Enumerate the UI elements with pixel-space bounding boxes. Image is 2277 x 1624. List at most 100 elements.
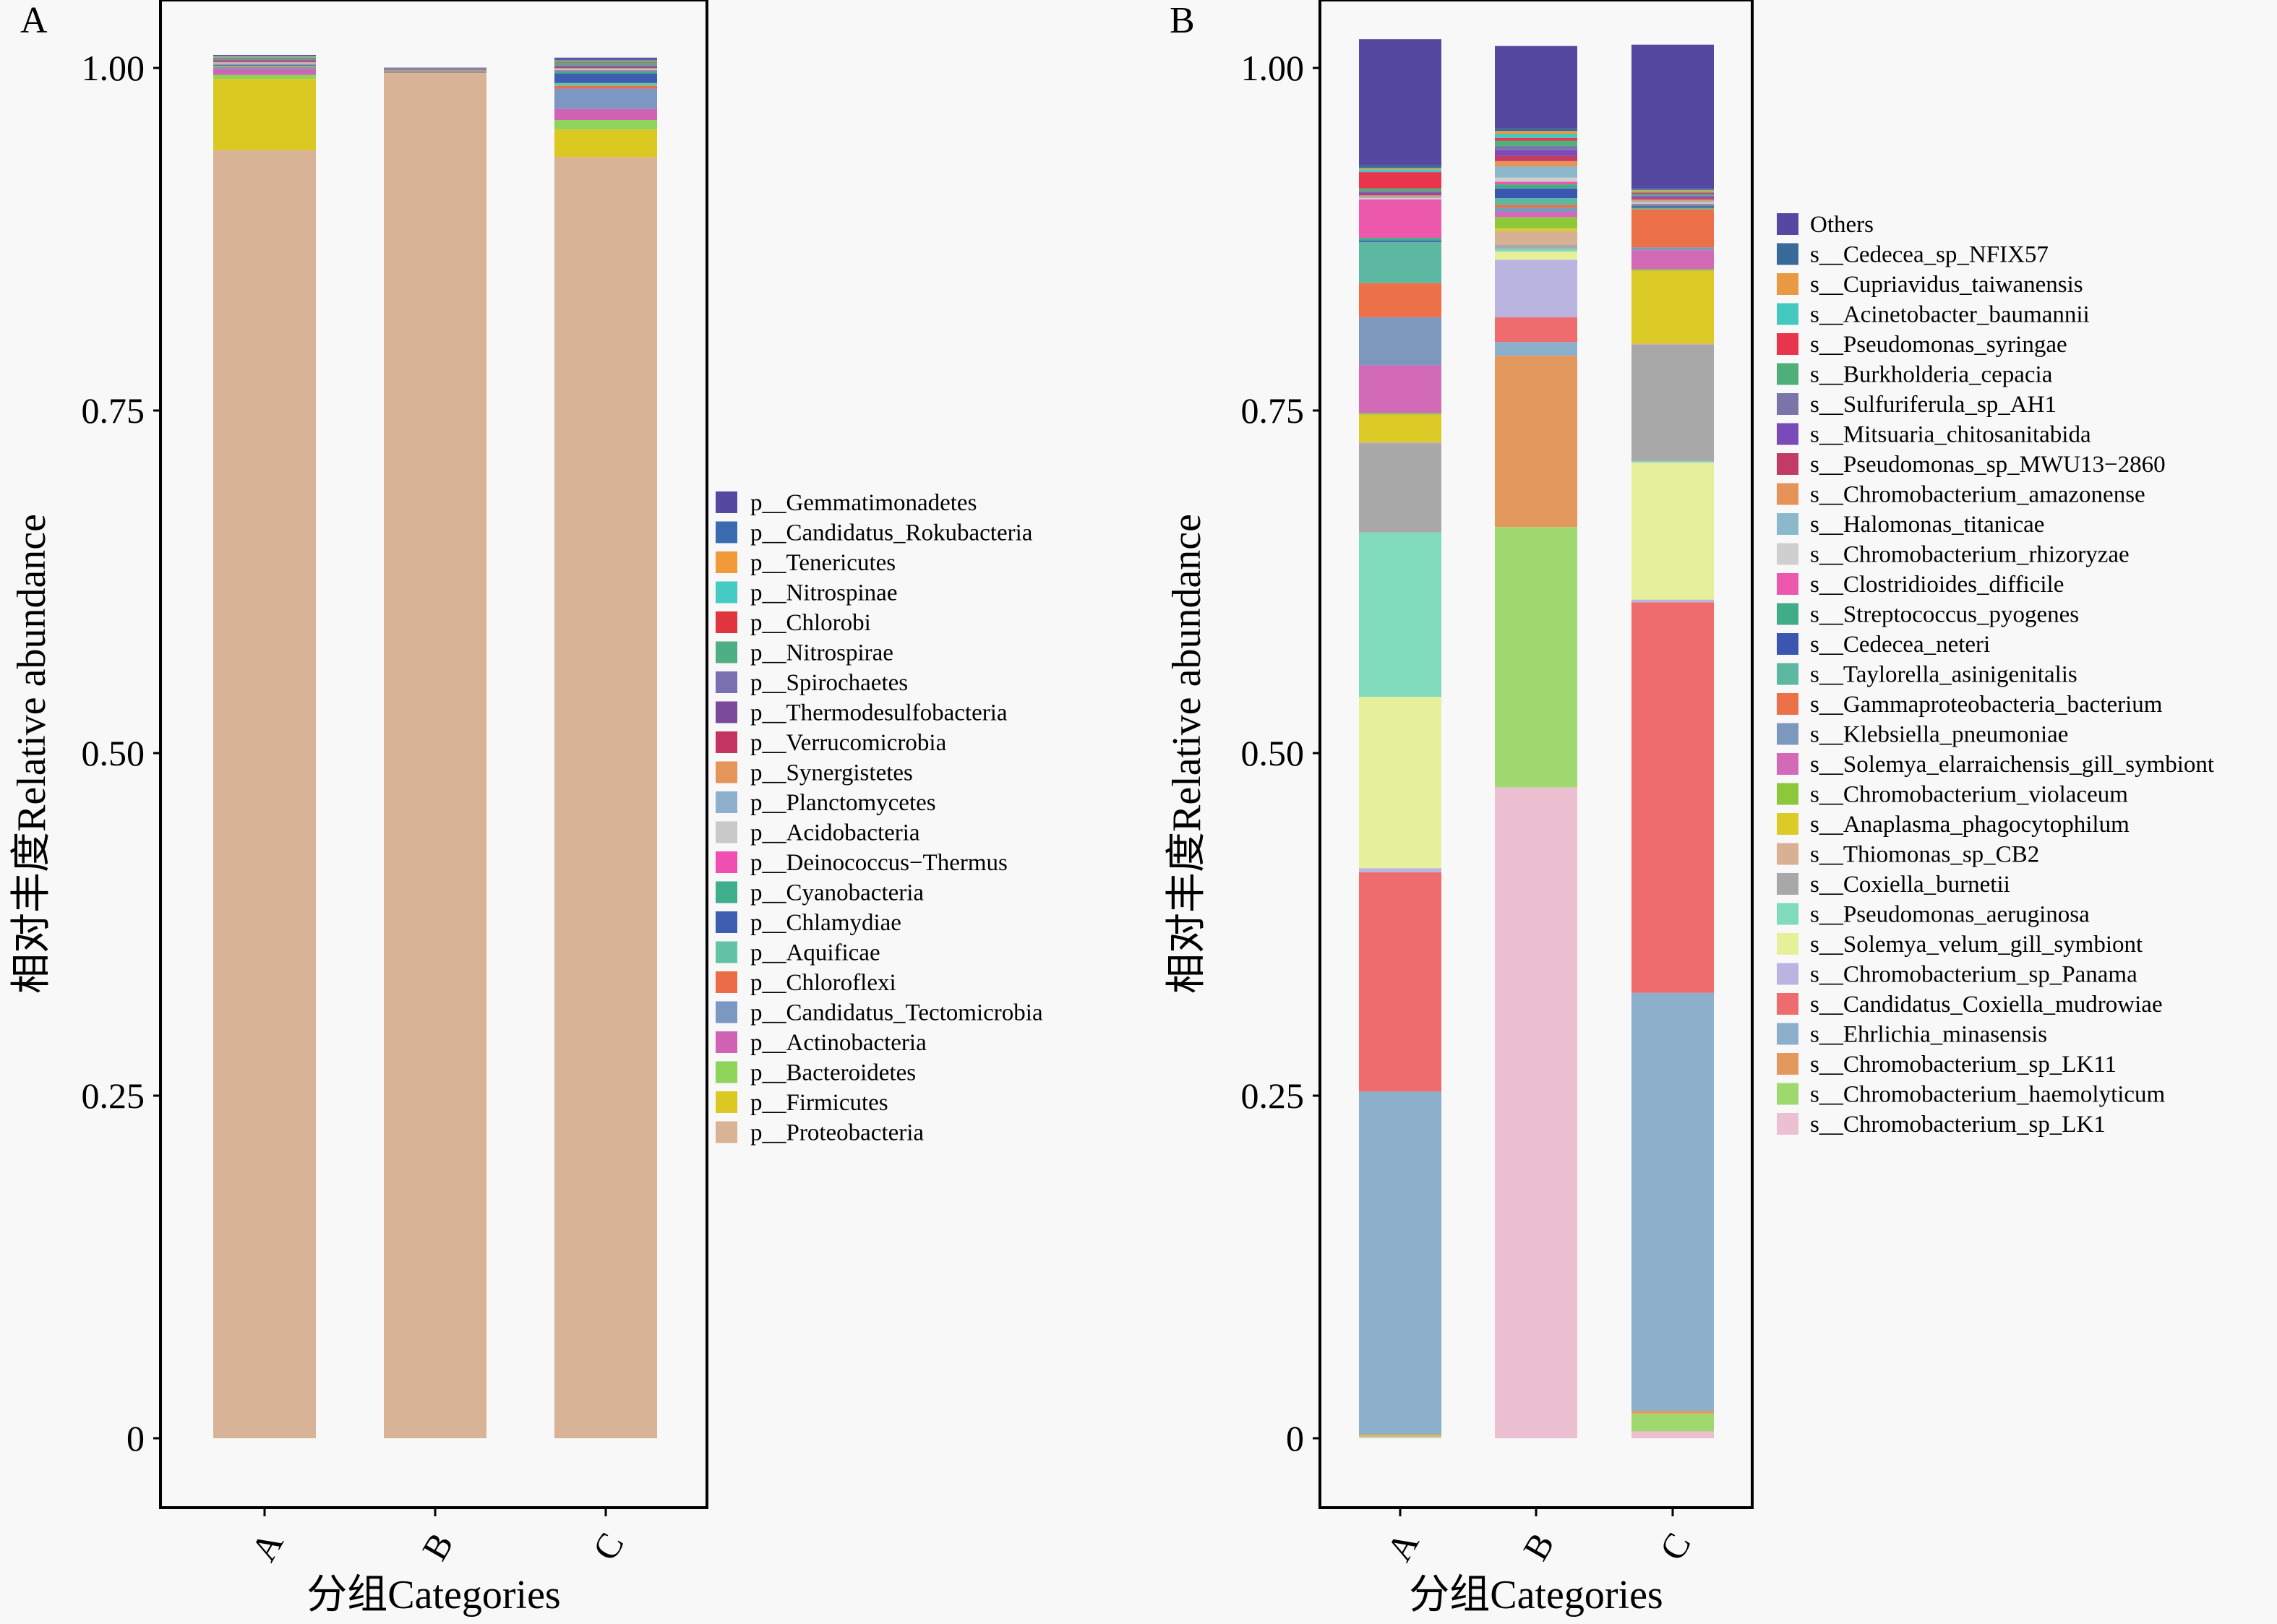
bar-segment-b-p-bacteroidetes [384, 72, 486, 74]
legend-item-p-thermodesulfobacteria: p__Thermodesulfobacteria [716, 700, 1008, 726]
bar-segment-a-s-pseudomonas-aeruginosa [1359, 532, 1441, 697]
legend-item-s-pseudomonas-aeruginosa: s__Pseudomonas_aeruginosa [1777, 902, 2090, 928]
bar-segment-b-s-chromobacterium-sp-lk1 [1495, 787, 1577, 1438]
bar-segment-a-s-solemya-elarraichensis-gill-symbiont [1359, 365, 1441, 413]
bar-segment-b-s-chromobacterium-sp-panama [1495, 259, 1577, 318]
legend-item-s-pseudomonas-sp-mwu13-2860: s__Pseudomonas_sp_MWU13−2860 [1777, 452, 2166, 478]
bar-segment-a-s-sulfuriferula-sp-ah1 [1359, 191, 1441, 193]
bar-segment-b-s-solemya-elarraichensis-gill-symbiont [1495, 212, 1577, 218]
legend-label: s__Taylorella_asinigenitalis [1810, 662, 2077, 688]
bar-segment-c-s-solemya-velum-gill-symbiont [1631, 463, 1714, 600]
bar-segment-c-s-chromobacterium-amazonense [1631, 199, 1714, 201]
legend-label: p__Candidatus_Tectomicrobia [750, 1000, 1043, 1026]
legend-item-p-planctomycetes: p__Planctomycetes [716, 790, 936, 816]
legend-swatch [1777, 633, 1798, 655]
bar-segment-c-p-deinococcus-thermus [554, 69, 657, 71]
bar-b [384, 67, 486, 1439]
bar-segment-a-s-clostridioides-difficile [1359, 199, 1441, 239]
legend-label: s__Gammaproteobacteria_bacterium [1810, 692, 2163, 718]
bar-segment-a-s-klebsiella-pneumoniae [1359, 317, 1441, 366]
bar-segment-a-p-cyanobacteria [213, 64, 316, 66]
bar-segment-b-s-klebsiella-pneumoniae [1495, 207, 1577, 212]
bar-segment-a-s-solemya-velum-gill-symbiont [1359, 697, 1441, 869]
legend-item-s-klebsiella-pneumoniae: s__Klebsiella_pneumoniae [1777, 722, 2068, 748]
legend-label: s__Chromobacterium_sp_LK1 [1810, 1112, 2106, 1138]
legend-swatch [716, 821, 737, 843]
legend-swatch [1777, 393, 1798, 415]
bar-segment-b-p-proteobacteria [384, 73, 486, 1439]
legend-label: s__Solemya_elarraichensis_gill_symbiont [1810, 752, 2214, 778]
bar-segment-c-s-burkholderia-cepacia [1631, 194, 1714, 196]
legend-label: s__Anaplasma_phagocytophilum [1810, 812, 2130, 838]
bar-segment-b-s-streptococcus-pyogenes [1495, 184, 1577, 189]
legend-swatch [716, 791, 737, 813]
legend-swatch [1777, 1023, 1798, 1045]
legend-swatch [1777, 813, 1798, 835]
bar-segment-b-p-candidatus-rokubacteria [384, 68, 486, 69]
bar-segment-c-p-chlamydiae [554, 73, 657, 83]
panel-b-x-axis-title: 分组Categories [1409, 1573, 1663, 1617]
legend-item-p-chlorobi: p__Chlorobi [716, 610, 871, 636]
legend-label: p__Chlamydiae [750, 910, 901, 936]
legend-swatch [716, 611, 737, 633]
bar-segment-c-s-chromobacterium-rhizoryzae [1631, 202, 1714, 204]
legend-swatch [716, 671, 737, 693]
legend-swatch [716, 911, 737, 933]
legend-label: p__Proteobacteria [750, 1120, 924, 1146]
bar-segment-b-s-pseudomonas-aeruginosa [1495, 249, 1577, 252]
bar-segment-b-s-candidatus-coxiella-mudrowiae [1495, 317, 1577, 343]
bar-segment-c-s-klebsiella-pneumoniae [1631, 247, 1714, 251]
bar-a [213, 54, 316, 1438]
bar-segment-c-s-mitsuaria-chitosanitabida [1631, 197, 1714, 199]
y-tick-label: 0.50 [1241, 733, 1305, 773]
bar-segment-c-s-pseudomonas-syringae [1631, 192, 1714, 194]
bar-segment-c-s-thiomonas-sp-cb2 [1631, 343, 1714, 345]
legend-swatch [716, 1091, 737, 1113]
bar-segment-a-p-tenericutes [213, 56, 316, 57]
legend-label: s__Streptococcus_pyogenes [1810, 602, 2079, 628]
legend-item-p-candidatus-rokubacteria: p__Candidatus_Rokubacteria [716, 520, 1033, 546]
y-tick-label: 1.00 [1241, 48, 1305, 88]
bar-segment-a-s-acinetobacter-baumannii [1359, 169, 1441, 173]
bar-segment-c-p-nitrospirae [554, 62, 657, 66]
panel-a-x-axis-title: 分组Categories [306, 1573, 560, 1617]
legend-label: p__Cyanobacteria [750, 880, 924, 906]
x-tick-label-a: A [1378, 1525, 1427, 1568]
bar-segment-c-others [1631, 44, 1714, 189]
bar-segment-b-p-nitrospirae [384, 69, 486, 70]
legend-label: p__Firmicutes [750, 1090, 888, 1116]
legend-item-s-cedecea-neteri: s__Cedecea_neteri [1777, 632, 1990, 658]
legend-item-p-actinobacteria: p__Actinobacteria [716, 1030, 927, 1056]
bar-segment-b-s-chromobacterium-amazonense [1495, 160, 1577, 167]
bar-segment-b-p-thermodesulfobacteria [384, 69, 486, 70]
bar-segment-a-s-coxiella-burnetii [1359, 443, 1441, 533]
legend-item-s-cedecea-sp-nfix57: s__Cedecea_sp_NFIX57 [1777, 242, 2049, 268]
legend-swatch [1777, 933, 1798, 955]
legend-swatch [1777, 693, 1798, 715]
bar-segment-c-p-candidatus-rokubacteria [554, 59, 657, 61]
bar-segment-a-p-actinobacteria [213, 69, 316, 75]
legend-item-s-chromobacterium-haemolyticum: s__Chromobacterium_haemolyticum [1777, 1082, 2166, 1108]
legend-item-s-mitsuaria-chitosanitabida: s__Mitsuaria_chitosanitabida [1777, 422, 2091, 448]
bar-segment-a-s-chromobacterium-rhizoryzae [1359, 198, 1441, 200]
legend-label: s__Sulfuriferula_sp_AH1 [1810, 392, 2057, 418]
legend-label: s__Ehrlichia_minasensis [1810, 1022, 2047, 1048]
legend-swatch [1777, 363, 1798, 385]
bar-segment-c-s-cedecea-neteri [1631, 206, 1714, 208]
panel-a-legend: p__Gemmatimonadetes p__Candidatus_Rokubac… [716, 490, 1043, 1146]
legend-label: s__Coxiella_burnetii [1810, 872, 2010, 898]
bar-segment-a-s-cupriavidus-taiwanensis [1359, 168, 1441, 170]
legend-item-s-pseudomonas-syringae: s__Pseudomonas_syringae [1777, 332, 2067, 358]
bar-segment-a-p-firmicutes [213, 79, 316, 150]
legend-item-p-acidobacteria: p__Acidobacteria [716, 820, 920, 846]
legend-label: s__Mitsuaria_chitosanitabida [1810, 422, 2091, 448]
legend-swatch [1777, 993, 1798, 1015]
bar-segment-b-s-pseudomonas-syringae [1495, 137, 1577, 141]
legend-label: s__Chromobacterium_sp_LK11 [1810, 1052, 2117, 1078]
legend-item-p-tenericutes: p__Tenericutes [716, 550, 896, 576]
legend-label: p__Aquificae [750, 940, 880, 966]
bar-segment-b-p-tenericutes [384, 68, 486, 69]
panel-b-legend: Others s__Cedecea_sp_NFIX57 s__Cupriavidus… [1777, 212, 2214, 1138]
panel-b-y-ticks: 0 0.25 0.50 0.75 1.00 [1241, 48, 1320, 1458]
legend-swatch [1777, 903, 1798, 925]
